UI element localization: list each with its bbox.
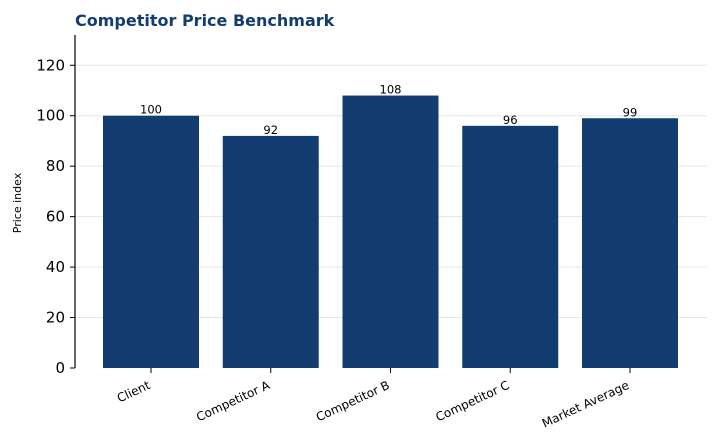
- bar: [342, 95, 439, 368]
- data-label: 108: [380, 83, 402, 97]
- y-tick-label: 0: [55, 359, 65, 377]
- y-axis-label: Price index: [11, 172, 24, 233]
- x-tick-label: Client: [115, 378, 153, 405]
- x-tick-label: Market Average: [540, 378, 631, 431]
- y-tick-label: 20: [46, 309, 65, 327]
- data-label: 96: [503, 113, 518, 127]
- bar: [222, 135, 319, 368]
- data-label: 99: [623, 105, 638, 119]
- x-tick-label: Competitor C: [433, 378, 511, 424]
- y-tick-label: 100: [36, 107, 65, 125]
- y-tick-label: 60: [46, 208, 65, 226]
- y-axis-ticks: 0 20 40 60 80 100 120: [36, 56, 75, 377]
- chart-title: Competitor Price Benchmark: [75, 11, 335, 30]
- data-label: 100: [140, 103, 162, 117]
- bar: [462, 125, 559, 369]
- y-tick-label: 40: [46, 258, 65, 276]
- y-tick-label: 120: [36, 56, 65, 74]
- bar: [582, 118, 678, 368]
- x-tick-label: Competitor A: [194, 378, 273, 425]
- bar: [103, 115, 199, 369]
- x-tick-label: Competitor B: [314, 378, 392, 424]
- x-axis-ticks: Client Competitor A Competitor B Competitor…: [115, 368, 631, 431]
- bars: 100 92 108 96 99: [103, 83, 678, 369]
- y-tick-label: 80: [46, 157, 65, 175]
- data-label: 92: [263, 123, 278, 137]
